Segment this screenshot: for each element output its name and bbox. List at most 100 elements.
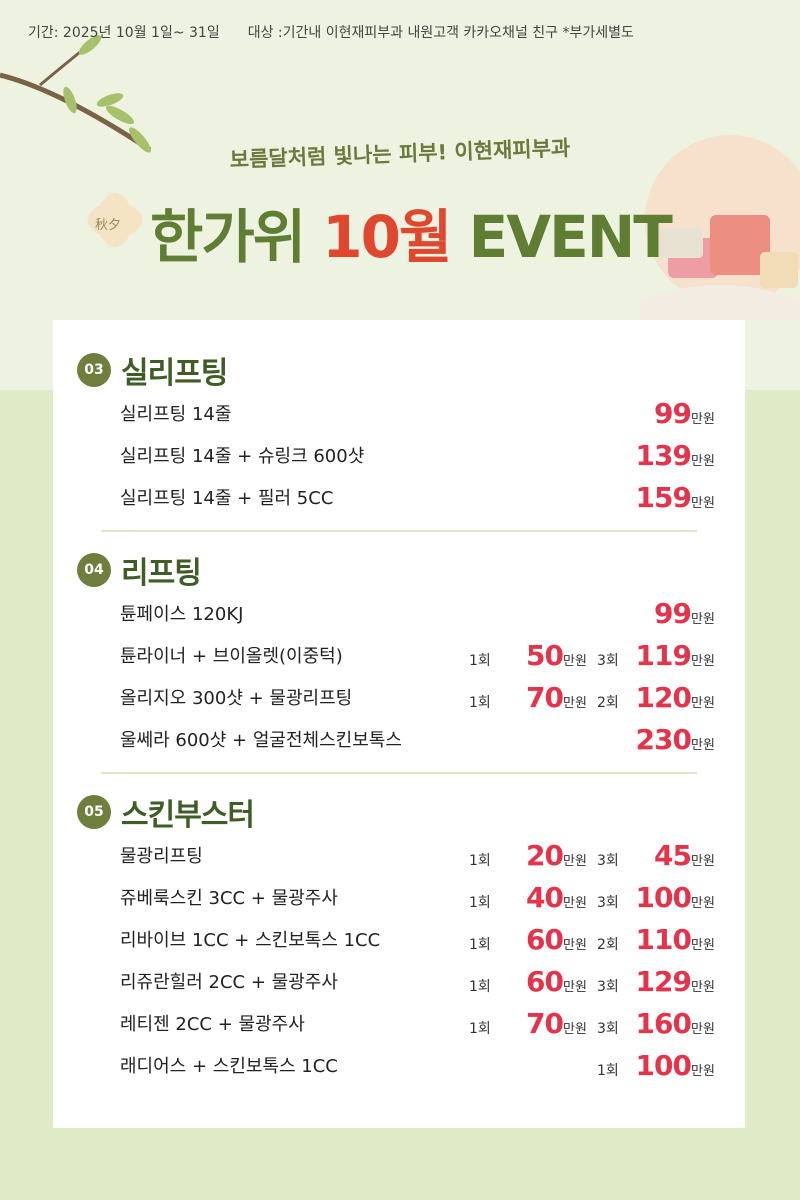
price: 99 만원 — [597, 597, 725, 630]
price-unit: 만원 — [691, 937, 715, 953]
price-amount: 70 — [526, 1006, 564, 1040]
price: 230 만원 — [597, 723, 725, 756]
item-row: 물광리프팅 1회 20 만원 3회 45 만원 — [73, 834, 725, 876]
item-row: 쥬베룩스킨 3CC + 물광주사 1회 40 만원 3회 100 만원 — [73, 876, 725, 918]
price: 99 만원 — [597, 397, 725, 430]
price-amount: 120 — [635, 680, 692, 714]
item-name: 올리지오 300샷 + 물광리프팅 — [120, 688, 353, 709]
item-row: 래디어스 + 스킨보톡스 1CC 1회 100 만원 — [73, 1044, 725, 1086]
price-unit: 만원 — [691, 895, 715, 911]
item-row: 실리프팅 14줄 99 만원 — [73, 392, 725, 434]
item-row: 리쥬란힐러 2CC + 물광주사 1회 60 만원 3회 129 만원 — [73, 960, 725, 1002]
price-amount: 60 — [526, 964, 564, 998]
section-number: 05 — [77, 795, 111, 829]
price-amount: 20 — [526, 838, 564, 872]
price-unit: 만원 — [691, 653, 715, 669]
price-count: 1회 — [469, 978, 491, 995]
price-card: 03 실리프팅 실리프팅 14줄 99 만원 실리프팅 14줄 + 슈링크 600샷 139… — [53, 320, 745, 1128]
price: 1회 20 만원 — [469, 839, 597, 872]
section-title: 스킨부스터 — [121, 798, 255, 833]
item-name: 쥬베룩스킨 3CC + 물광주사 — [120, 888, 338, 909]
section-title: 리프팅 — [121, 556, 202, 591]
price-count: 1회 — [469, 652, 491, 669]
price: 159 만원 — [597, 481, 725, 514]
price-count: 3회 — [597, 894, 619, 911]
price: 1회 60 만원 — [469, 965, 597, 998]
item-row: 튠페이스 120KJ 99 만원 — [73, 592, 725, 634]
price-amount: 159 — [635, 480, 692, 514]
price-unit: 만원 — [691, 1021, 715, 1037]
price-amount: 100 — [635, 1048, 692, 1082]
price-amount: 129 — [635, 964, 692, 998]
price-count: 1회 — [469, 894, 491, 911]
section-number: 03 — [77, 353, 111, 387]
price: 3회 100 만원 — [597, 881, 725, 914]
item-row: 리바이브 1CC + 스킨보톡스 1CC 1회 60 만원 2회 110 만원 — [73, 918, 725, 960]
period: 기간: 2025년 10월 1일~ 31일 — [28, 25, 220, 41]
item-name: 리바이브 1CC + 스킨보톡스 1CC — [120, 930, 381, 951]
price-unit: 만원 — [563, 695, 587, 711]
price-count: 3회 — [597, 852, 619, 869]
top-info: 기간: 2025년 10월 1일~ 31일 대상 :기간내 이현재피부과 내원고객… — [28, 22, 662, 42]
price-count: 1회 — [469, 936, 491, 953]
price-count: 1회 — [469, 852, 491, 869]
price-amount: 230 — [635, 722, 692, 756]
price-unit: 만원 — [691, 979, 715, 995]
item-name: 레티젠 2CC + 물광주사 — [120, 1014, 305, 1035]
target: 대상 :기간내 이현재피부과 내원고객 카카오채널 친구 *부가세별도 — [247, 25, 634, 41]
price: 139 만원 — [597, 439, 725, 472]
badge: 秋夕 — [94, 218, 121, 233]
price-count: 1회 — [469, 694, 491, 711]
item-name: 리쥬란힐러 2CC + 물광주사 — [120, 972, 338, 993]
item-name: 튠페이스 120KJ — [120, 604, 244, 625]
item-name: 실리프팅 14줄 — [120, 404, 232, 425]
section-title: 실리프팅 — [121, 356, 228, 391]
price-unit: 만원 — [563, 853, 587, 869]
price-amount: 139 — [635, 438, 692, 472]
price-amount: 119 — [635, 638, 692, 672]
price: 1회 70 만원 — [469, 681, 597, 714]
price-amount: 40 — [526, 880, 564, 914]
item-name: 물광리프팅 — [120, 846, 203, 867]
price: 1회 40 만원 — [469, 881, 597, 914]
price: 1회 60 만원 — [469, 923, 597, 956]
price: 3회 129 만원 — [597, 965, 725, 998]
price: 1회 50 만원 — [469, 639, 597, 672]
item-row: 올리지오 300샷 + 물광리프팅 1회 70 만원 2회 120 만원 — [73, 676, 725, 718]
item-row: 레티젠 2CC + 물광주사 1회 70 만원 3회 160 만원 — [73, 1002, 725, 1044]
price-count: 3회 — [597, 1020, 619, 1037]
price-amount: 50 — [526, 638, 564, 672]
title: 한가위 10월 EVENT — [150, 190, 673, 274]
item-name: 튠라이너 + 브이올렛(이중턱) — [120, 646, 343, 667]
price-unit: 만원 — [563, 937, 587, 953]
divider — [101, 530, 697, 532]
price-amount: 70 — [526, 680, 564, 714]
section-header: 04 리프팅 — [77, 548, 725, 592]
price: 1회 70 만원 — [469, 1007, 597, 1040]
price-count: 2회 — [597, 936, 619, 953]
item-name: 실리프팅 14줄 + 슈링크 600샷 — [120, 446, 365, 467]
price-count: 2회 — [597, 694, 619, 711]
section-header: 03 실리프팅 — [77, 348, 725, 392]
divider — [101, 772, 697, 774]
section-number: 04 — [77, 553, 111, 587]
title-part: 한가위 — [150, 203, 306, 271]
price-count: 1회 — [597, 1062, 619, 1079]
item-name: 실리프팅 14줄 + 필러 5CC — [120, 488, 334, 509]
title-part: EVENT — [468, 203, 673, 271]
price-amount: 160 — [635, 1006, 692, 1040]
price-count: 3회 — [597, 652, 619, 669]
decoration — [0, 35, 800, 320]
price-unit: 만원 — [563, 979, 587, 995]
price-count: 3회 — [597, 978, 619, 995]
price-amount: 110 — [635, 922, 692, 956]
price-unit: 만원 — [563, 895, 587, 911]
price-amount: 45 — [654, 838, 692, 872]
price-unit: 만원 — [691, 737, 715, 753]
price-amount: 99 — [654, 596, 692, 630]
price-unit: 만원 — [691, 495, 715, 511]
price-unit: 만원 — [563, 653, 587, 669]
price: 3회 160 만원 — [597, 1007, 725, 1040]
price: 2회 120 만원 — [597, 681, 725, 714]
